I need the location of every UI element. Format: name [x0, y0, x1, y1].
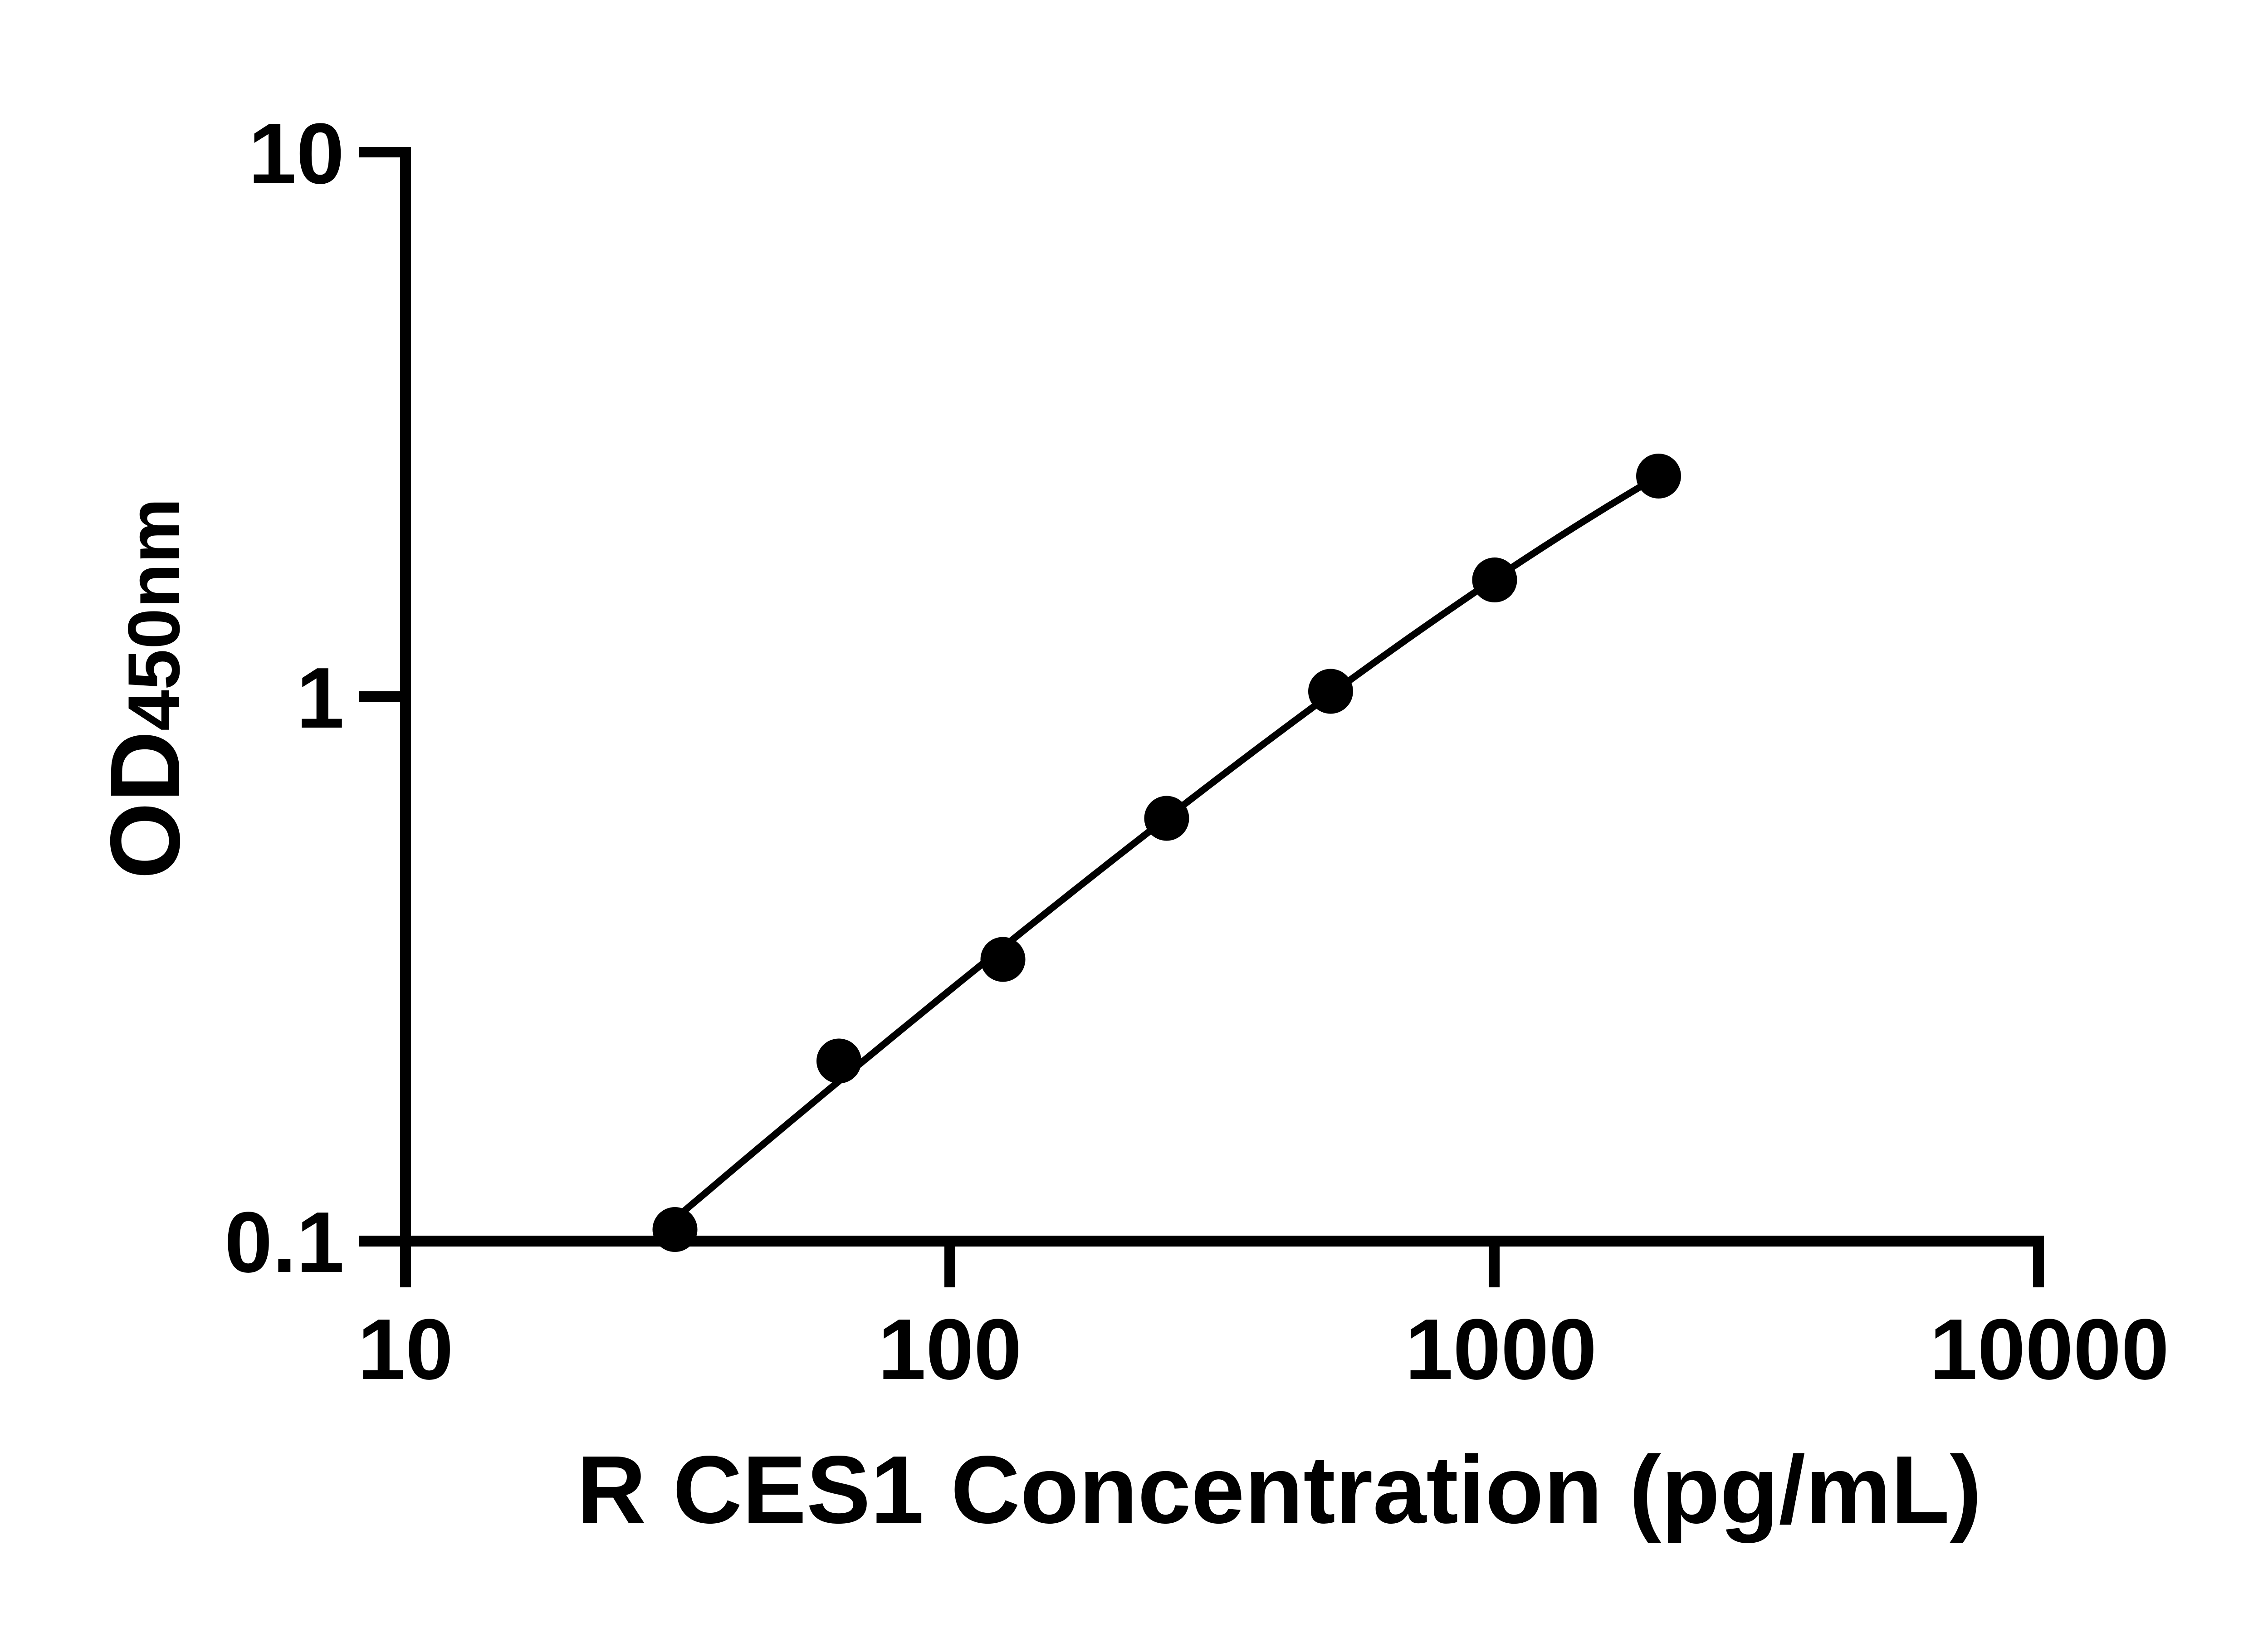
svg-text:10000: 10000	[1930, 1301, 2169, 1398]
svg-text:OD450nm: OD450nm	[90, 498, 200, 879]
svg-text:10: 10	[357, 1301, 453, 1398]
svg-text:100: 100	[878, 1301, 1022, 1398]
svg-text:0.1: 0.1	[225, 1194, 344, 1291]
svg-text:10: 10	[249, 106, 344, 202]
svg-text:R CES1 Concentration (pg/mL): R CES1 Concentration (pg/mL)	[577, 1436, 1982, 1543]
svg-text:1: 1	[296, 650, 344, 746]
svg-text:1000: 1000	[1405, 1301, 1597, 1398]
